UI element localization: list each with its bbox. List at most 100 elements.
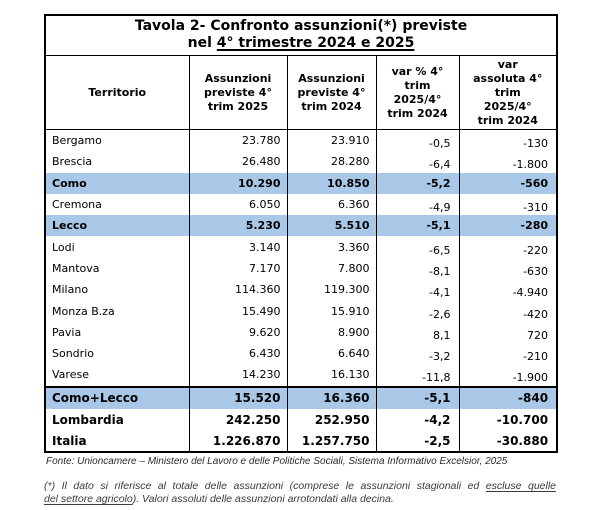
territory-cell: Varese bbox=[52, 368, 89, 382]
comparison-table: Tavola 2- Confronto assunzioni(*) previs… bbox=[44, 14, 559, 454]
table-row: Milano 114.360 119.300 -4,1 -4.940 bbox=[45, 279, 558, 304]
table-row: Brescia 26.480 28.280 -6,4 -1.800 bbox=[45, 151, 558, 176]
hires-2025-cell: 15.490 bbox=[188, 300, 287, 322]
hires-2025-cell: 3.140 bbox=[188, 236, 287, 258]
var-pct-cell: -2,5 bbox=[375, 430, 459, 453]
hires-2024-cell: 15.910 bbox=[286, 300, 376, 322]
territory-cell: Lodi bbox=[52, 240, 75, 254]
hires-2024-cell: 8.900 bbox=[286, 321, 376, 343]
table-title: Tavola 2- Confronto assunzioni(*) previs… bbox=[45, 15, 558, 56]
hires-2024-cell: 3.360 bbox=[286, 236, 376, 258]
hires-2024-cell: 1.257.750 bbox=[286, 430, 376, 453]
var-pct-cell: -6,4 bbox=[375, 154, 459, 176]
var-abs-cell: -1.800 bbox=[458, 154, 558, 176]
territory-cell: Como bbox=[45, 172, 189, 194]
hires-2025-cell: 5.230 bbox=[188, 215, 287, 237]
hires-2024-cell: 6.360 bbox=[286, 193, 376, 216]
hires-2024-cell: 252.950 bbox=[286, 408, 376, 431]
hires-2024-cell: 10.850 bbox=[286, 172, 376, 194]
hires-2025-cell: 6.430 bbox=[188, 342, 287, 365]
table-title-line1: Tavola 2- Confronto assunzioni(*) previs… bbox=[134, 18, 468, 34]
table-title-line2-underlined: 4° trimestre 2024 e 2025 bbox=[216, 35, 415, 51]
territory-cell: Milano bbox=[52, 283, 89, 297]
territory-cell: Italia bbox=[52, 433, 87, 448]
table-row: Lodi 3.140 3.360 -6,5 -220 bbox=[45, 236, 558, 261]
hires-2025-cell: 26.480 bbox=[188, 151, 287, 173]
hires-2025-cell: 114.360 bbox=[188, 279, 287, 301]
hires-2024-cell: 16.360 bbox=[286, 385, 376, 409]
var-abs-cell: -1.900 bbox=[458, 367, 558, 390]
var-pct-cell: -5,1 bbox=[375, 215, 459, 237]
footnote-line2-text: ). Valori assoluti delle assunzioni arro… bbox=[132, 493, 394, 506]
hires-2025-cell: 15.520 bbox=[188, 385, 287, 409]
var-abs-cell: -420 bbox=[458, 303, 558, 325]
table-body: Bergamo 23.780 23.910 -0,5 -130 Brescia 26.480… bbox=[45, 129, 558, 453]
var-pct-cell: -3,2 bbox=[375, 345, 459, 368]
hires-2024-cell: 28.280 bbox=[286, 151, 376, 173]
footnote-line1: (*) Il dato si riferisce al totale delle… bbox=[44, 480, 556, 493]
var-pct-cell: -4,9 bbox=[375, 196, 459, 219]
footnote-line1-underlined: escluse quelle bbox=[485, 480, 556, 493]
var-pct-cell: -4,2 bbox=[375, 408, 459, 431]
territory-cell: Cremona bbox=[52, 198, 102, 212]
table-row: Sondrio 6.430 6.640 -3,2 -210 bbox=[45, 342, 558, 368]
table-title-line2-prefix: nel bbox=[187, 35, 217, 51]
territory-cell: Pavia bbox=[52, 325, 82, 339]
footnote: (*) Il dato si riferisce al totale delle… bbox=[44, 480, 556, 506]
footnote-line2: del settore agricolo). Valori assoluti d… bbox=[44, 493, 556, 506]
column-header-var-assoluta: var assoluta 4° trim 2025/4° trim 2024 bbox=[458, 55, 558, 130]
hires-2024-cell: 6.640 bbox=[286, 342, 376, 365]
table-row: Lecco 5.230 5.510 -5,1 -280 bbox=[45, 215, 558, 237]
table-row: Monza B.za 15.490 15.910 -2,6 -420 bbox=[45, 300, 558, 325]
hires-2024-cell: 119.300 bbox=[286, 279, 376, 301]
hires-2025-cell: 14.230 bbox=[188, 364, 287, 387]
var-pct-cell: -4,1 bbox=[375, 282, 459, 304]
territory-cell: Bergamo bbox=[52, 134, 102, 148]
var-pct-cell: -0,5 bbox=[375, 132, 459, 155]
table-row: Pavia 9.620 8.900 8,1 720 bbox=[45, 321, 558, 346]
footnote-line1-text: (*) Il dato si riferisce al totale delle… bbox=[44, 480, 486, 493]
var-abs-cell: -130 bbox=[458, 132, 558, 155]
hires-2025-cell: 23.780 bbox=[188, 129, 287, 152]
var-abs-cell: -10.700 bbox=[458, 408, 558, 431]
table-title-line2: nel 4° trimestre 2024 e 2025 bbox=[46, 35, 556, 52]
source-note: Fonte: Unioncamere – Ministero del Lavor… bbox=[46, 456, 508, 468]
title-row: Tavola 2- Confronto assunzioni(*) previs… bbox=[45, 15, 558, 56]
column-header-assunzioni-2025: Assunzioni previste 4° trim 2025 bbox=[188, 55, 287, 130]
hires-2024-cell: 7.800 bbox=[286, 257, 376, 280]
var-pct-cell: -11,8 bbox=[375, 367, 459, 390]
var-abs-cell: -560 bbox=[458, 172, 558, 194]
hires-2025-cell: 1.226.870 bbox=[188, 430, 287, 453]
header-row: Territorio Assunzioni previste 4° trim 2… bbox=[45, 55, 558, 130]
hires-2025-cell: 6.050 bbox=[188, 193, 287, 216]
var-pct-cell: -6,5 bbox=[375, 239, 459, 261]
var-pct-cell: -8,1 bbox=[375, 260, 459, 283]
footnote-line2-underlined: del settore agricolo bbox=[44, 493, 133, 506]
table-row: Cremona 6.050 6.360 -4,9 -310 bbox=[45, 193, 558, 219]
table-row: Como 10.290 10.850 -5,2 -560 bbox=[45, 172, 558, 194]
territory-cell: Monza B.za bbox=[52, 304, 115, 318]
hires-2024-cell: 5.510 bbox=[286, 215, 376, 237]
var-abs-cell: -210 bbox=[458, 345, 558, 368]
hires-2025-cell: 10.290 bbox=[188, 172, 287, 194]
column-header-territorio: Territorio bbox=[45, 55, 189, 130]
territory-cell: Mantova bbox=[52, 261, 100, 275]
var-abs-cell: 720 bbox=[458, 324, 558, 346]
hires-2025-cell: 9.620 bbox=[188, 321, 287, 343]
column-header-var-pct: var % 4° trim 2025/4° trim 2024 bbox=[375, 55, 459, 130]
var-abs-cell: -310 bbox=[458, 196, 558, 219]
table-row: Lombardia 242.250 252.950 -4,2 -10.700 bbox=[45, 408, 558, 431]
hires-2025-cell: 7.170 bbox=[188, 257, 287, 280]
hires-2024-cell: 23.910 bbox=[286, 129, 376, 152]
territory-cell: Brescia bbox=[52, 155, 93, 169]
table-row: Bergamo 23.780 23.910 -0,5 -130 bbox=[45, 129, 558, 155]
table-row: Varese 14.230 16.130 -11,8 -1.900 bbox=[45, 364, 558, 390]
var-abs-cell: -4.940 bbox=[458, 282, 558, 304]
territory-cell: Sondrio bbox=[52, 347, 94, 361]
var-pct-cell: -5,1 bbox=[375, 385, 459, 409]
table-row: Mantova 7.170 7.800 -8,1 -630 bbox=[45, 257, 558, 283]
territory-cell: Como+Lecco bbox=[45, 385, 189, 409]
var-pct-cell: 8,1 bbox=[375, 324, 459, 346]
territory-cell: Lombardia bbox=[52, 412, 124, 427]
